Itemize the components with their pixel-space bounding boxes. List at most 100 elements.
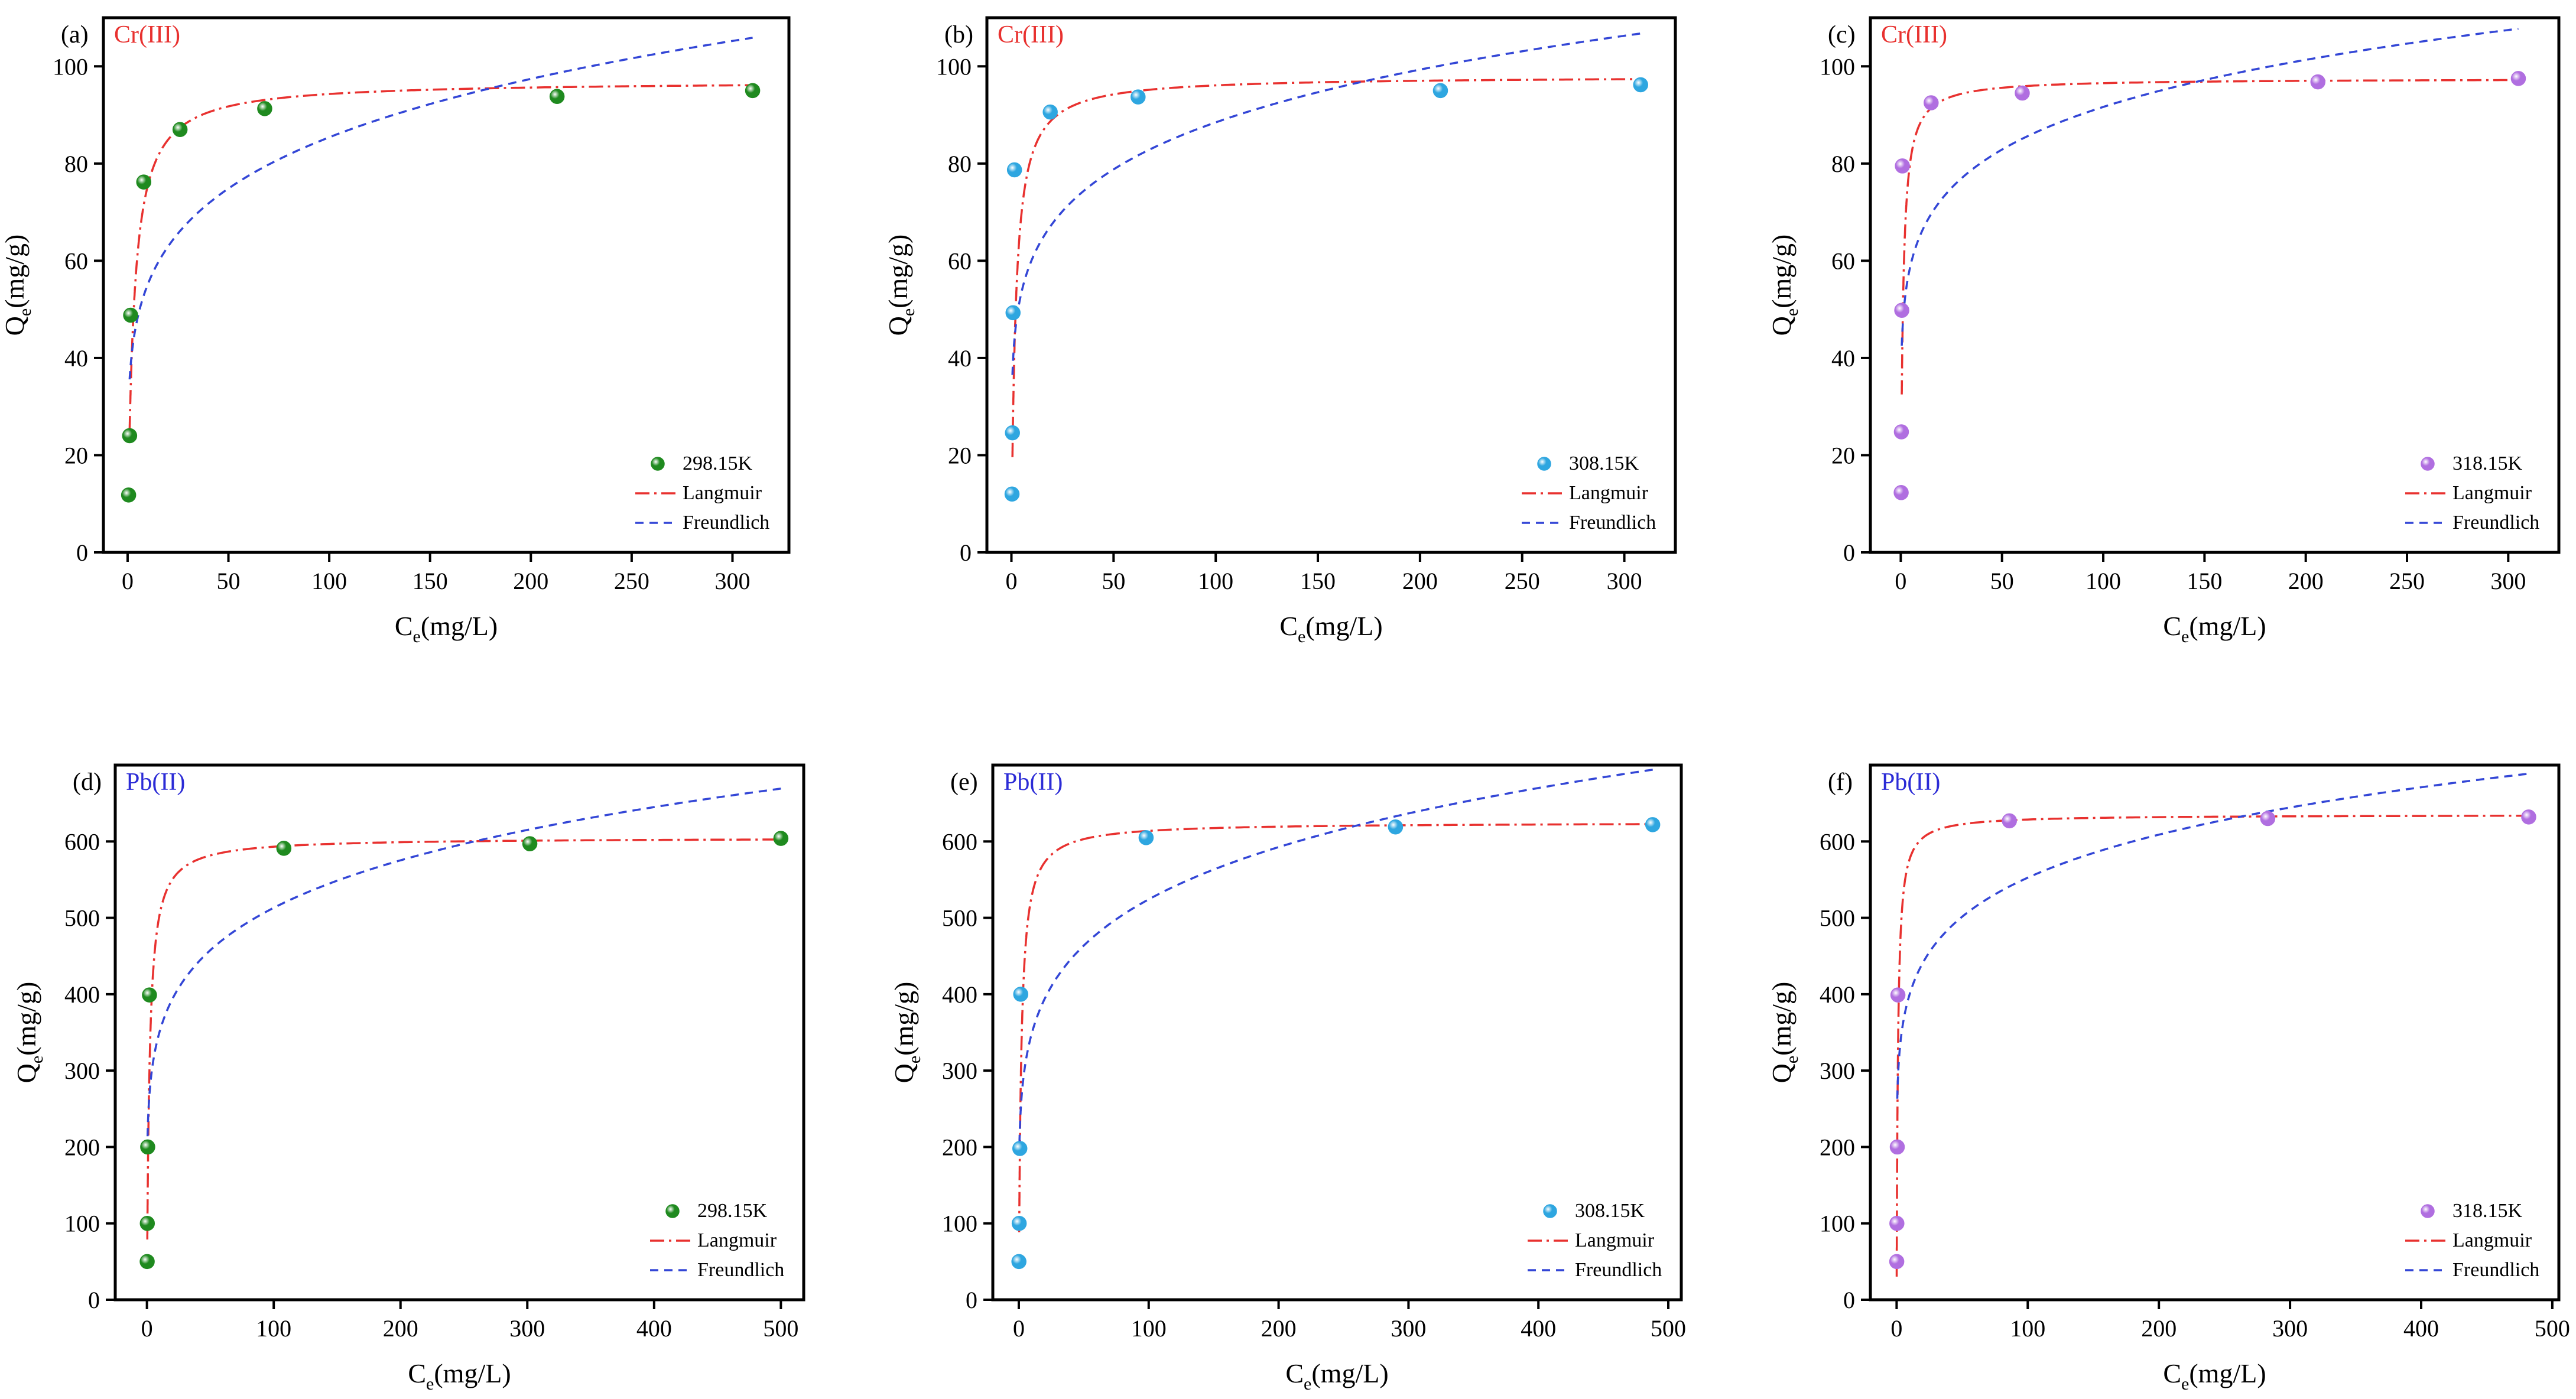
chart-panel-d: 0 100 200 300 400 5000100200300400500600Ce(mg… (11, 763, 805, 1394)
chart-panel-e: 0 100 200 300 400 5000100200300400500600Ce(mg… (889, 763, 1686, 1394)
y-tick-label: 200 (64, 1134, 100, 1160)
x-axis-title: Ce(mg/L) (395, 611, 498, 646)
y-tick-label: 500 (64, 905, 100, 932)
panel-label: (b) (944, 21, 973, 48)
x-tick-label: 150 (412, 568, 448, 594)
data-point (2260, 811, 2276, 827)
legend-label-points: 308.15K (1569, 453, 1639, 474)
freundlich-fit-line (1896, 772, 2529, 1099)
data-point (276, 841, 292, 856)
data-point (139, 1215, 155, 1231)
ion-label: Cr(III) (998, 21, 1064, 48)
langmuir-fit-line (1895, 814, 2529, 1277)
legend-label-freundlich: Freundlich (1569, 512, 1656, 533)
fit-curves (1895, 772, 2529, 1277)
y-axis-title-main: Q (883, 316, 913, 336)
x-tick-label: 100 (2010, 1315, 2045, 1342)
y-axis-title: Qe(mg/g) (0, 235, 35, 336)
x-axis-title-main: C (395, 611, 413, 641)
y-tick-label: 80 (1831, 151, 1855, 177)
fit-curves (146, 788, 781, 1239)
freundlich-fit-line (128, 37, 753, 380)
x-tick-label: 300 (2272, 1315, 2308, 1342)
x-tick-label: 0 (1013, 1315, 1025, 1342)
data-point (1388, 819, 1404, 835)
y-tick-label: 200 (942, 1134, 977, 1160)
x-axis-title-sub: e (2181, 1374, 2189, 1394)
x-axis-title: Ce(mg/L) (408, 1358, 511, 1394)
data-point (257, 101, 272, 116)
plot-frame (991, 763, 1683, 1302)
data-point (745, 83, 761, 99)
x-axis-title-main: C (1285, 1358, 1304, 1388)
x-tick-label: 0 (122, 568, 134, 594)
legend-label-points: 298.15K (697, 1200, 768, 1222)
data-point (1889, 1139, 1905, 1155)
data-point (1432, 83, 1448, 99)
x-tick-label: 200 (513, 568, 548, 594)
fit-curves (1018, 768, 1656, 1232)
legend-marker (2421, 1204, 2435, 1218)
y-tick-label: 100 (936, 53, 972, 80)
x-tick-label: 200 (2141, 1315, 2177, 1342)
data-point (1645, 817, 1661, 832)
y-axis-title-sub: e (1782, 308, 1802, 316)
y-tick-label: 600 (942, 828, 977, 855)
x-tick-label: 400 (636, 1315, 672, 1342)
data-point (2521, 809, 2536, 825)
legend-label-freundlich: Freundlich (683, 512, 769, 533)
y-tick-label: 300 (1820, 1058, 1855, 1084)
x-tick-label: 200 (2288, 568, 2324, 594)
y-axis-title-sub: e (15, 308, 35, 316)
y-tick-label: 40 (948, 345, 972, 372)
y-axis-title-sub: e (1782, 1056, 1802, 1063)
ion-label: Cr(III) (114, 21, 180, 48)
y-axis-title-sub: e (905, 1056, 924, 1063)
data-point (1633, 77, 1648, 93)
ion-label: Pb(II) (1881, 769, 1940, 796)
x-tick-label: 500 (2535, 1315, 2570, 1342)
x-axis-title-unit: (mg/L) (2189, 611, 2266, 641)
y-axis-title-unit: (mg/g) (1766, 982, 1797, 1056)
panel-label: (a) (61, 21, 89, 48)
plot-frame (102, 16, 791, 554)
data-point (1042, 104, 1058, 120)
plot-frame (113, 763, 805, 1302)
x-tick-label: 50 (1102, 568, 1125, 594)
legend-label-langmuir: Langmuir (1569, 482, 1649, 504)
data-point (1138, 830, 1154, 845)
data-point (2310, 74, 2325, 90)
x-tick-label: 0 (1005, 568, 1017, 594)
x-tick-label: 0 (141, 1315, 153, 1342)
y-tick-label: 20 (948, 442, 972, 468)
x-tick-label: 300 (2490, 568, 2526, 594)
x-tick-label: 200 (1402, 568, 1438, 594)
legend-label-freundlich: Freundlich (2452, 512, 2539, 533)
data-point (122, 428, 138, 444)
data-point (1011, 1215, 1027, 1231)
data-point (1005, 425, 1020, 441)
fit-curves (128, 37, 753, 431)
ion-label: Pb(II) (126, 769, 185, 796)
y-tick-label: 300 (64, 1058, 100, 1084)
data-point (1013, 987, 1029, 1002)
y-tick-label: 600 (1820, 828, 1855, 855)
y-axis-title-main: Q (0, 316, 30, 336)
x-axis-title: Ce(mg/L) (1285, 1358, 1388, 1394)
langmuir-fit-line (1011, 78, 1641, 457)
y-tick-label: 100 (942, 1211, 977, 1237)
x-tick-label: 500 (1651, 1315, 1686, 1342)
x-axis-title-unit: (mg/L) (1305, 611, 1382, 641)
x-axis-title-sub: e (413, 627, 421, 646)
y-tick-label: 300 (942, 1058, 977, 1084)
fit-curves (1901, 27, 2519, 395)
data-point (140, 1139, 155, 1155)
fit-curves (1011, 32, 1641, 457)
y-tick-label: 0 (76, 539, 88, 566)
x-axis-title-main: C (408, 1358, 426, 1388)
x-tick-label: 50 (217, 568, 241, 594)
y-tick-label: 0 (966, 1287, 977, 1313)
freundlich-fit-line (1901, 27, 2519, 346)
x-tick-label: 500 (763, 1315, 798, 1342)
x-tick-label: 0 (1890, 1315, 1902, 1342)
